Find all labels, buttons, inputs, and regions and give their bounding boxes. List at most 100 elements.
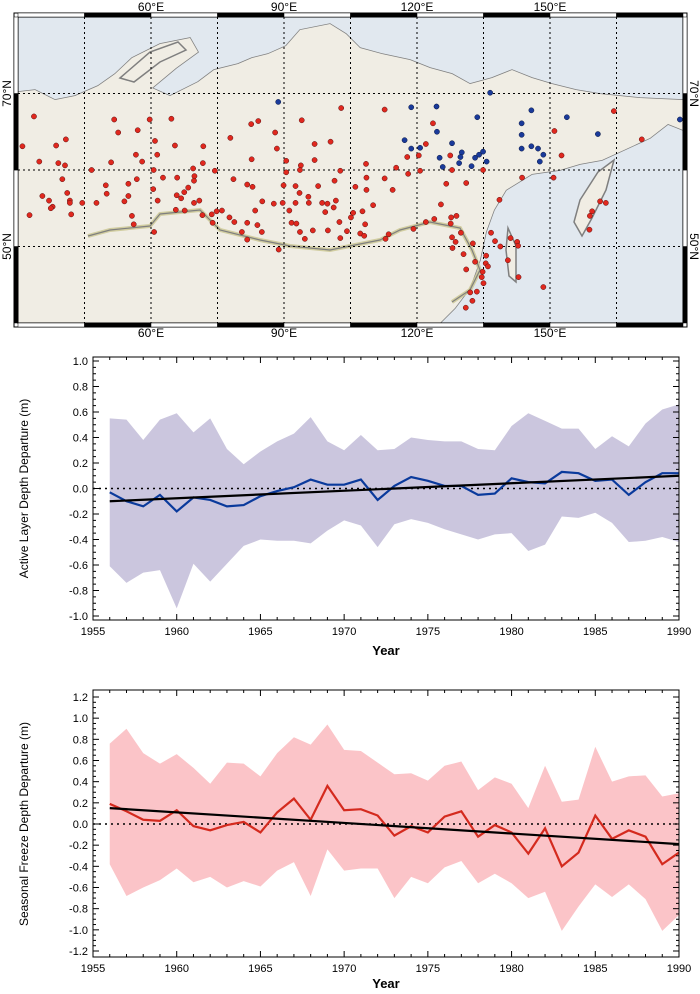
red-station-marker xyxy=(322,209,329,215)
y-tick-label: 0.2 xyxy=(73,798,88,810)
y-tick-label: 0.4 xyxy=(73,777,88,789)
y-tick-label: -0.8 xyxy=(69,586,88,598)
blue-station-marker xyxy=(528,107,535,114)
blue-station-marker xyxy=(417,144,423,151)
red-station-marker xyxy=(55,160,62,166)
red-station-marker xyxy=(363,161,369,167)
red-station-marker xyxy=(452,239,459,245)
y-axis-title: Seasonal Freeze Depth Departure (m) xyxy=(17,722,31,926)
red-station-marker xyxy=(462,304,469,311)
red-station-marker xyxy=(230,176,237,183)
red-station-marker xyxy=(586,226,593,233)
red-station-marker xyxy=(286,207,293,214)
trend-line xyxy=(109,474,680,503)
red-station-marker xyxy=(515,274,522,280)
red-station-marker xyxy=(258,229,265,235)
red-station-marker xyxy=(200,143,207,150)
red-station-marker xyxy=(337,167,344,174)
red-station-marker xyxy=(638,136,645,143)
longitude-label-bottom: 60°E xyxy=(138,326,164,340)
y-tick-label: 0.0 xyxy=(73,484,88,496)
red-station-marker xyxy=(191,177,197,184)
red-station-marker xyxy=(249,183,256,190)
station-map: 60°E 60°E 90°E 90°E 120°E 120°E 150°E 150°E 70°N… xyxy=(0,0,700,340)
red-station-marker xyxy=(279,200,286,206)
red-station-marker xyxy=(288,219,295,226)
red-station-marker xyxy=(336,219,343,225)
red-station-marker xyxy=(381,175,388,182)
red-station-marker xyxy=(431,216,438,222)
red-station-marker xyxy=(47,205,54,212)
novaya-zemlya xyxy=(118,41,188,83)
red-station-marker xyxy=(103,190,110,197)
red-station-marker xyxy=(480,167,486,173)
red-station-marker xyxy=(325,227,331,234)
red-station-marker xyxy=(227,135,234,141)
red-station-marker xyxy=(344,228,350,235)
red-station-marker xyxy=(248,156,255,163)
red-station-marker xyxy=(36,158,43,165)
y-axis-title: Active Layer Depth Departure (m) xyxy=(17,399,31,578)
red-station-marker xyxy=(252,207,259,214)
red-station-marker xyxy=(59,176,66,183)
red-station-marker xyxy=(515,242,521,249)
red-station-marker xyxy=(311,157,318,163)
red-station-marker xyxy=(130,221,137,228)
red-station-marker xyxy=(244,236,251,243)
red-station-marker xyxy=(478,274,485,280)
red-station-marker xyxy=(191,200,197,206)
red-station-marker xyxy=(292,183,299,189)
red-station-marker xyxy=(483,252,490,259)
latitude-label-right: 70°N xyxy=(687,80,700,107)
x-tick-label: 1985 xyxy=(583,626,607,638)
x-tick-label: 1955 xyxy=(81,626,105,638)
red-station-marker xyxy=(178,195,184,202)
red-station-marker xyxy=(447,220,454,227)
red-station-marker xyxy=(270,200,277,207)
blue-station-marker xyxy=(472,154,478,161)
blue-station-marker xyxy=(468,163,475,170)
red-station-marker xyxy=(558,152,565,159)
longitude-label-bottom: 150°E xyxy=(534,326,567,340)
red-station-marker xyxy=(458,229,464,236)
red-station-marker xyxy=(219,207,225,214)
red-station-marker xyxy=(139,158,145,165)
map-frame-segment xyxy=(616,12,684,18)
red-station-marker xyxy=(488,229,494,236)
map-frame-segment xyxy=(13,16,19,94)
trend-line xyxy=(109,807,680,846)
red-station-marker xyxy=(443,180,450,187)
red-station-marker xyxy=(62,162,68,169)
red-station-marker xyxy=(133,151,139,158)
red-station-marker xyxy=(507,235,514,241)
red-station-marker xyxy=(190,165,196,172)
red-station-marker xyxy=(93,200,100,206)
red-station-marker xyxy=(133,176,140,183)
red-station-marker xyxy=(239,229,245,235)
red-station-marker xyxy=(453,213,460,219)
red-station-marker xyxy=(121,198,128,205)
red-station-marker xyxy=(26,212,33,218)
longitude-label-top: 90°E xyxy=(271,0,297,14)
blue-station-marker xyxy=(480,148,486,155)
red-station-marker xyxy=(244,219,251,226)
red-station-marker xyxy=(64,190,71,196)
x-tick-label: 1970 xyxy=(332,963,356,975)
red-station-marker xyxy=(496,196,503,203)
red-station-marker xyxy=(423,219,429,225)
red-station-marker xyxy=(381,106,388,113)
blue-station-marker xyxy=(275,99,282,105)
blue-station-marker xyxy=(476,151,482,158)
red-station-marker xyxy=(283,169,290,176)
x-tick-label: 1965 xyxy=(248,963,272,975)
x-tick-label: 1965 xyxy=(248,626,272,638)
y-tick-label: 0.6 xyxy=(73,407,88,419)
red-station-marker xyxy=(315,183,321,189)
red-station-marker xyxy=(474,288,480,295)
spread-band xyxy=(109,404,679,609)
blue-station-marker xyxy=(434,128,440,135)
y-tick-label: -0.4 xyxy=(69,535,88,547)
red-station-marker xyxy=(337,235,344,241)
red-station-marker xyxy=(293,220,300,227)
